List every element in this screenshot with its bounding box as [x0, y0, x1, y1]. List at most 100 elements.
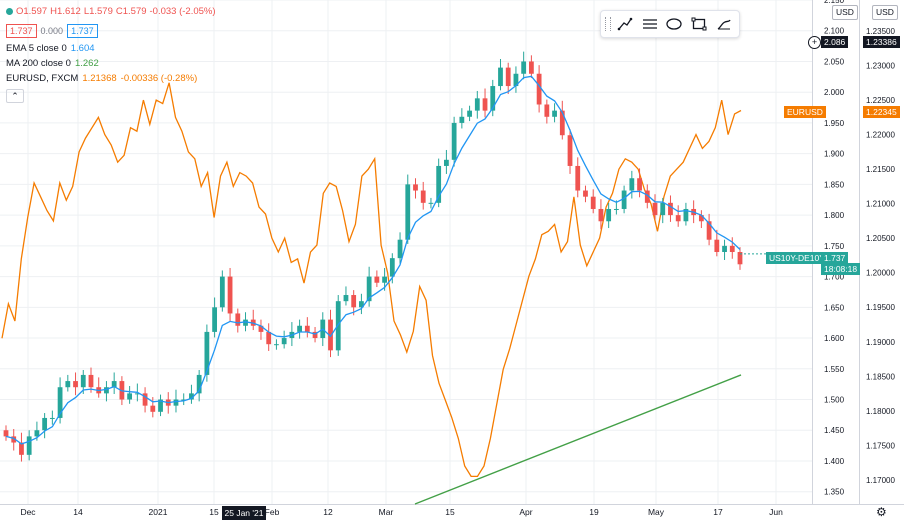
candle-body	[583, 190, 588, 197]
bid-box[interactable]: 1.737	[6, 23, 37, 38]
candle-body	[88, 374, 94, 388]
candle-body	[11, 436, 17, 443]
candle-body	[328, 319, 333, 351]
candle-body	[266, 331, 272, 345]
ma-row[interactable]: MA 200 close 0 1.262	[6, 56, 219, 71]
candle-body	[312, 331, 318, 339]
x-tick-label: 2021	[149, 507, 168, 517]
ma-value: 1.262	[74, 58, 99, 69]
eurusd-symbol-tag: EURUSD	[784, 106, 826, 118]
candle-body	[413, 184, 418, 191]
y-tick-label-left: 1.450	[824, 426, 845, 435]
crosshair-price-left: 2.086	[821, 36, 849, 48]
y-tick-label-left: 1.750	[824, 242, 845, 251]
last-price-tag: 1.737	[821, 252, 849, 264]
candle-body	[173, 399, 179, 406]
candle-body	[219, 276, 225, 308]
candle-body	[111, 381, 117, 388]
candle-body	[644, 190, 650, 203]
symbol-tag: US10Y-DE10Y	[766, 252, 828, 264]
left-axis-currency[interactable]: USD	[832, 5, 858, 20]
ohlc-high: H1.612	[50, 6, 81, 17]
y-tick-label-left: 2.100	[824, 27, 845, 36]
chevron-up-icon[interactable]: ⌃	[6, 89, 24, 103]
candle-body	[304, 325, 310, 332]
candle-body	[80, 374, 86, 388]
y-tick-label-right: 1.17000	[866, 476, 895, 485]
y-tick-label-left: 1.600	[824, 334, 845, 343]
y-tick-label-left: 1.550	[824, 365, 845, 374]
candle-body	[366, 276, 372, 302]
candle-body	[258, 325, 264, 332]
ellipse-icon[interactable]	[663, 13, 685, 35]
chart-legend: O1.597 H1.612 L1.579 C1.579 -0.033 (-2.0…	[6, 4, 219, 103]
candle-body	[212, 307, 218, 332]
x-tick-label: Apr	[519, 507, 532, 517]
candle-body	[637, 178, 642, 191]
candle-body	[629, 178, 635, 191]
candle-body	[189, 393, 194, 400]
candle-body	[714, 239, 720, 252]
eurusd-price-tag: 1.22345	[863, 106, 900, 118]
candle-body	[181, 399, 187, 401]
horizontal-lines-icon[interactable]	[639, 13, 661, 35]
y-tick-label-right: 1.18000	[866, 407, 895, 416]
countdown-tag: 18:08:18	[821, 263, 861, 275]
brush-icon[interactable]	[713, 13, 735, 35]
x-tick-label: 12	[323, 507, 333, 517]
candle-body	[675, 215, 681, 222]
y-tick-label-left: 1.500	[824, 396, 845, 405]
candle-body	[243, 319, 248, 326]
y-tick-label-left: 1.400	[824, 457, 845, 466]
eurusd-row[interactable]: EURUSD, FXCM 1.21368 -0.00336 (-0.28%)	[6, 71, 219, 86]
candle-body	[127, 393, 133, 400]
candle-body	[142, 393, 148, 406]
candle-body	[274, 344, 279, 346]
candle-body	[227, 276, 233, 314]
candle-body	[444, 159, 449, 166]
candle-body	[104, 387, 109, 394]
candle-body	[158, 399, 163, 412]
ema-value: 1.604	[70, 43, 95, 54]
candle-body	[297, 325, 302, 332]
grip-icon[interactable]	[605, 17, 611, 31]
candle-body	[536, 73, 542, 105]
x-tick-label: Feb	[265, 507, 280, 517]
eurusd-label: EURUSD, FXCM	[6, 73, 79, 84]
x-tick-label: 14	[73, 507, 83, 517]
rectangle-icon[interactable]	[688, 13, 710, 35]
candle-body	[42, 417, 48, 431]
gear-icon[interactable]: ⚙	[876, 505, 887, 519]
ema-label: EMA 5 close 0	[6, 43, 67, 54]
candle-body	[467, 110, 472, 117]
candle-body	[598, 208, 604, 222]
y-tick-label-left: 1.800	[824, 211, 845, 220]
candle-body	[351, 295, 357, 308]
add-plus-icon[interactable]: +	[808, 36, 821, 49]
ohlc-row: O1.597 H1.612 L1.579 C1.579 -0.033 (-2.0…	[6, 4, 219, 19]
candle-body	[397, 239, 403, 259]
right-axis-currency[interactable]: USD	[872, 5, 898, 20]
y-tick-label-left: 1.950	[824, 119, 845, 128]
x-tick-label: Dec	[20, 507, 36, 517]
candle-body	[567, 135, 573, 166]
candle-body	[459, 116, 465, 123]
drawing-toolbar	[600, 10, 740, 38]
candle-body	[281, 338, 287, 345]
candle-body	[722, 245, 727, 252]
ask-box[interactable]: 1.737	[67, 23, 98, 38]
trendline-icon[interactable]	[614, 13, 636, 35]
candle-body	[374, 276, 380, 283]
ema-row[interactable]: EMA 5 close 0 1.604	[6, 41, 219, 56]
candle-body	[706, 221, 712, 240]
y-tick-label-right: 1.20000	[866, 269, 895, 278]
candle-body	[490, 86, 496, 111]
candle-body	[359, 301, 364, 308]
candle-body	[49, 417, 55, 419]
candle-body	[335, 301, 341, 351]
x-tick-label: 17	[713, 507, 723, 517]
candle-body	[606, 208, 612, 222]
y-tick-label-left: 2.000	[824, 88, 845, 97]
y-tick-label-right: 1.19500	[866, 303, 895, 312]
